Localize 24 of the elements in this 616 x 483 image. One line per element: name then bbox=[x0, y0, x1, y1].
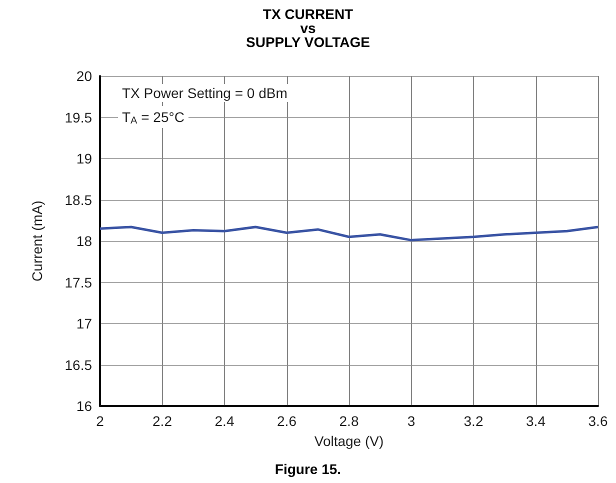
annotation: TX Power Setting = 0 dBm bbox=[122, 85, 288, 101]
x-tick-label: 2.2 bbox=[152, 413, 172, 429]
y-tick-label: 16.5 bbox=[64, 356, 92, 373]
y-tick-label: 17 bbox=[76, 316, 92, 332]
y-tick-label: 17.5 bbox=[64, 274, 92, 290]
y-tick-label: 18.5 bbox=[64, 192, 92, 208]
y-tick-label: 18 bbox=[76, 233, 92, 249]
chart-title: TX CURRENT vs SUPPLY VOLTAGE bbox=[246, 6, 370, 50]
y-axis-title: Current (mA) bbox=[29, 200, 45, 282]
x-tick-label: 2.8 bbox=[339, 413, 359, 429]
line-series bbox=[98, 226, 600, 242]
y-tick-label: 19 bbox=[76, 150, 92, 166]
y-tick-label: 20 bbox=[76, 68, 92, 84]
y-tick-label: 16 bbox=[76, 398, 92, 414]
x-tick-label: 2 bbox=[96, 413, 104, 429]
x-axis-title: Voltage (V) bbox=[314, 433, 384, 449]
caption: Figure 15. bbox=[274, 461, 342, 477]
x-tick-label: 3.6 bbox=[588, 413, 608, 429]
x-tick-label: 2.4 bbox=[214, 413, 234, 429]
x-tick-label: 2.6 bbox=[277, 413, 297, 429]
x-tick-label: 3.4 bbox=[526, 413, 546, 429]
x-tick-label: 3.2 bbox=[464, 413, 484, 429]
x-tick-label: 3 bbox=[407, 413, 416, 429]
y-tick-label: 19.5 bbox=[64, 109, 92, 126]
